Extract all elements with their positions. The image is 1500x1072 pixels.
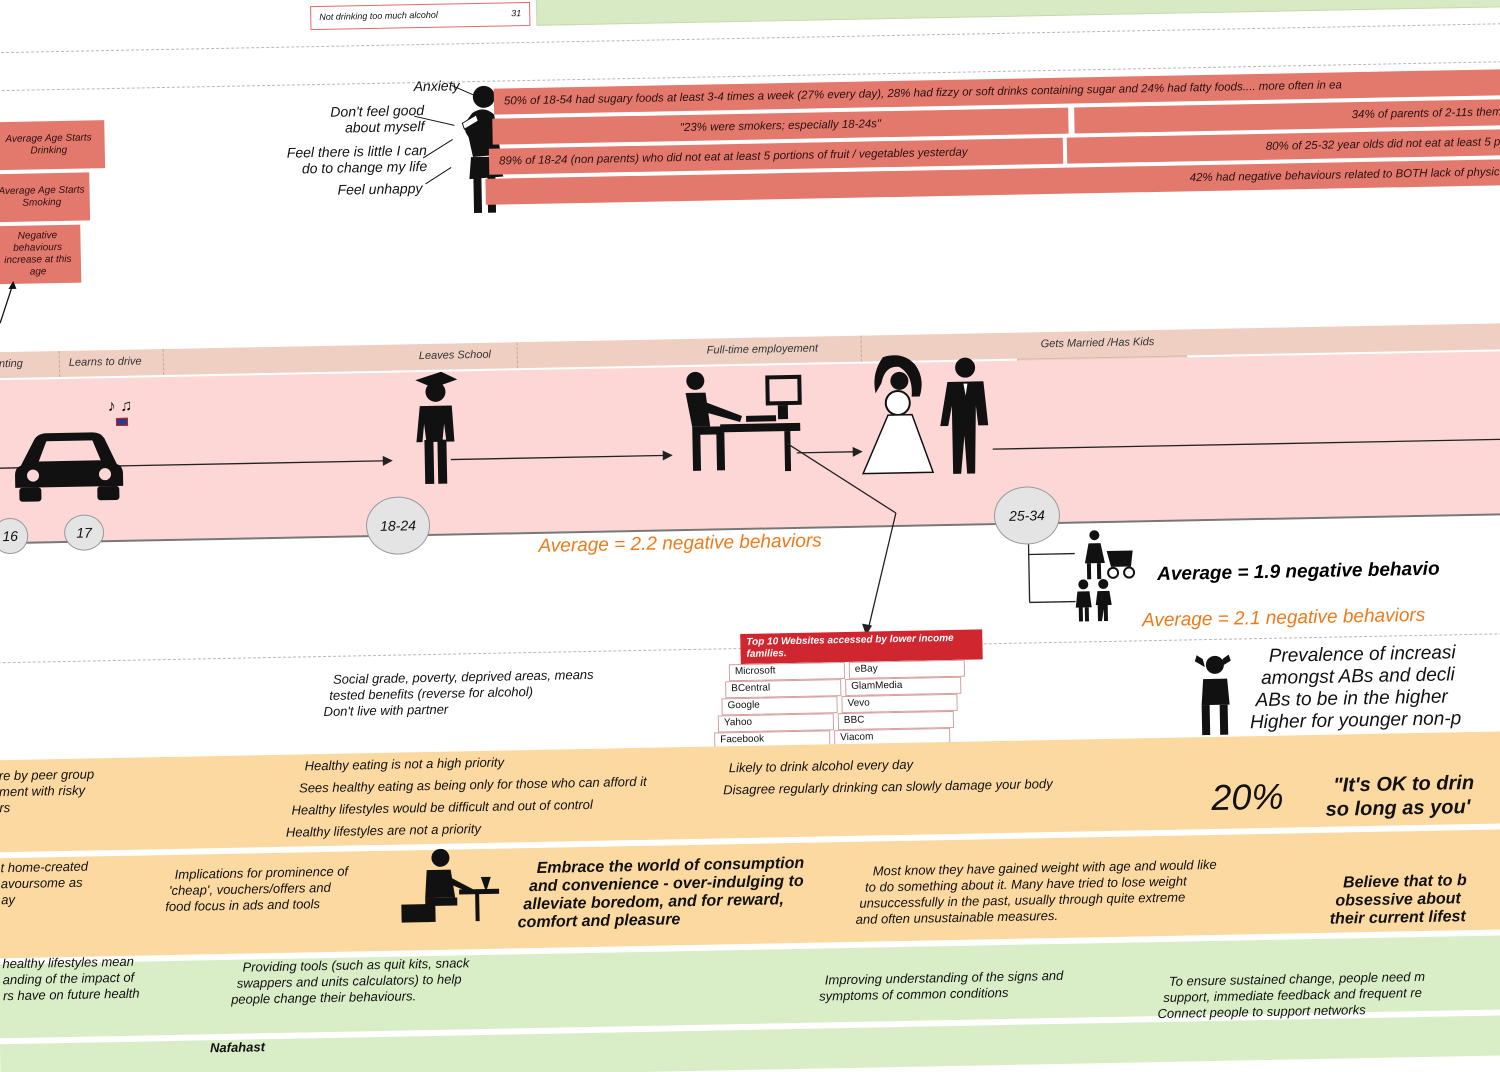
believe-line-3: their current lifest <box>1329 908 1466 928</box>
top-green-strip <box>535 0 1500 26</box>
tag-negative-increase: Negative behaviours increase at this age <box>0 224 82 285</box>
bride-icon <box>861 355 935 475</box>
prevalence-line-4: Higher for younger non-p <box>1249 708 1462 734</box>
top-row-box: Not drinking too much alcohol 31 <box>310 1 531 31</box>
flag-icon <box>115 417 129 426</box>
table-connector <box>786 442 897 636</box>
stage-fulltime: Full-time employement <box>706 342 819 357</box>
top-row-value: 31 <box>511 8 522 19</box>
embrace-line-4: comfort and pleasure <box>517 911 681 932</box>
quote-line-2: so long as you' <box>1325 796 1471 821</box>
home-line-1: t home-created <box>0 858 89 876</box>
home-line-3: ay <box>1 891 16 908</box>
emotion-feel-good: Don't feel good about myself <box>324 102 425 136</box>
emotion-little-change: Feel there is little I can do to change … <box>279 142 428 177</box>
prevalence-line-1: Prevalence of increasi <box>1268 642 1456 667</box>
music-notes-icon: ♪ ♫ <box>107 397 133 416</box>
timeline-arrows <box>0 437 1500 470</box>
tag-arrow-icon <box>0 280 17 324</box>
divider-1 <box>0 22 1500 54</box>
prevalence-line-2: amongst ABs and decli <box>1260 664 1455 690</box>
emotion-feel-good-2: about myself <box>344 118 425 136</box>
graduate-icon <box>415 371 458 485</box>
family-with-pram-icon <box>1084 530 1136 580</box>
couple-icon <box>1075 579 1112 622</box>
age-18-24-oval: 18-24 <box>365 495 431 556</box>
office-worker-icon <box>685 371 802 472</box>
peer-line-2: ment with risky <box>0 782 86 800</box>
home-line-2: avoursome as <box>0 874 83 892</box>
stage-married-kids: Gets Married /Has Kids <box>1040 336 1155 351</box>
impl-line-3: food focus in ads and tools <box>165 896 321 915</box>
peer-line-3: rs <box>0 800 11 816</box>
stage-leaves-school: Leaves School <box>418 348 492 363</box>
prevalence-line-3: ABs to be in the higher <box>1255 686 1448 712</box>
branch-lines <box>1027 544 1076 604</box>
tag-age-drinking: Average Age Starts Drinking <box>0 120 106 171</box>
groom-icon <box>940 357 989 474</box>
quote-line-1: "It's OK to drin <box>1332 771 1475 797</box>
social-line-2: tested benefits (reverse for alcohol) <box>329 684 534 703</box>
diner-icon <box>401 848 500 923</box>
age-25-34-oval: 25-34 <box>993 485 1061 546</box>
hl-line-3: rs have on future health <box>2 985 140 1004</box>
stage-learns-drive: Learns to drive <box>68 355 142 369</box>
bottom-label: Nafahast <box>209 1039 266 1056</box>
car-icon <box>15 432 124 502</box>
stat-bar-fruit-25-32: 80% of 25-32 year olds did not eat at le… <box>1066 128 1500 164</box>
average-no-kids: Average = 2.1 negative behaviors <box>1141 604 1426 632</box>
websites-title: Top 10 Websites accessed by lower income… <box>740 629 983 665</box>
stage-parenting: enting <box>0 357 23 371</box>
peer-line-1: re by peer group <box>0 766 95 784</box>
percent-20: 20% <box>1211 775 1284 818</box>
emotion-little-change-2: do to change my life <box>301 158 428 177</box>
top-row-label: Not drinking too much alcohol <box>319 9 438 22</box>
age-17-oval: 17 <box>63 514 105 551</box>
emotion-unhappy: Feel unhappy <box>337 180 423 198</box>
emotion-feel-good-1: Don't feel good <box>330 101 425 120</box>
tag-age-smoking: Average Age Starts Smoking <box>0 172 91 223</box>
average-with-kids: Average = 1.9 negative behavio <box>1156 558 1440 586</box>
social-line-3: Don't live with partner <box>323 701 449 720</box>
stat-bar-parents: 34% of parents of 2-11s themselves <box>1074 98 1500 134</box>
stressed-man-icon <box>1194 654 1231 736</box>
